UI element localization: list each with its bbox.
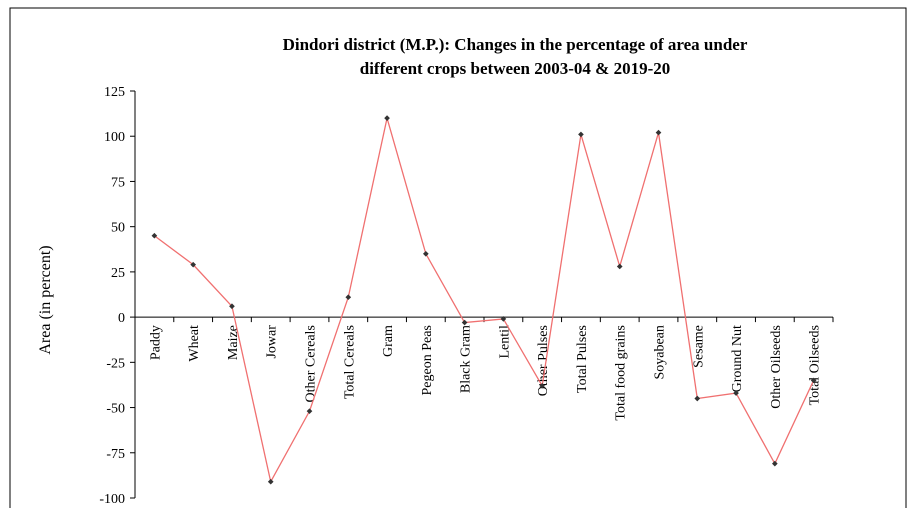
marker <box>229 303 235 310</box>
x-tick-label: Pegeon Peas <box>420 325 435 395</box>
marker <box>423 250 429 257</box>
y-tick-label: 0 <box>118 311 125 326</box>
x-tick-label: Other Oilseeds <box>769 325 784 409</box>
x-tick-label: Total food grains <box>614 325 629 420</box>
marker <box>190 261 196 268</box>
chart-title: Dindori district (M.P.): Changes in the … <box>283 35 748 54</box>
x-tick-label: Other Cereals <box>304 325 319 402</box>
frame <box>9 7 907 508</box>
y-tick-label: 75 <box>111 175 125 190</box>
x-tick-label: Lentil <box>497 325 512 359</box>
x-tick-label: Soyabean <box>653 325 668 379</box>
y-tick-label: -75 <box>106 447 125 462</box>
x-tick-label: Black Gram <box>459 325 474 393</box>
y-tick-label: 25 <box>111 266 125 281</box>
marker <box>616 263 623 270</box>
marker <box>655 129 662 136</box>
y-tick-label: 100 <box>104 130 125 145</box>
line <box>154 117 815 484</box>
marker <box>694 395 701 402</box>
marker <box>733 390 739 396</box>
x-tick-label: Total Oilseeds <box>808 325 823 405</box>
x-tick-label: Wheat <box>187 325 202 362</box>
marker <box>810 377 817 384</box>
marker <box>539 383 545 389</box>
x-tick-label: Paddy <box>148 325 163 360</box>
x-tick-label: Sesame <box>691 325 706 368</box>
chart-title: different crops between 2003-04 & 2019-2… <box>360 59 671 78</box>
marker <box>267 478 274 485</box>
y-tick-label: -25 <box>106 356 125 371</box>
marker <box>500 316 507 322</box>
x-tick-label: Maize <box>226 325 241 360</box>
x-tick-label: Other Pulses <box>536 325 551 396</box>
y-tick-label: -100 <box>99 492 125 507</box>
x-tick-label: Gram <box>381 325 396 357</box>
marker <box>151 232 158 239</box>
marker <box>345 294 352 301</box>
y-axis-label: Area (in percent) <box>37 245 54 354</box>
y-tick-label: 125 <box>104 85 125 100</box>
y-tick-label: -50 <box>106 402 125 417</box>
marker <box>384 115 390 121</box>
x-tick-label: Jowar <box>265 325 280 359</box>
marker <box>578 131 584 138</box>
x-tick-label: Total Cereals <box>342 325 357 399</box>
x-tick-label: Total Pulses <box>575 325 590 393</box>
y-tick-label: 50 <box>111 221 125 236</box>
x-tick-label: Ground Nut <box>730 325 745 392</box>
marker <box>461 319 468 326</box>
marker <box>306 408 313 415</box>
marker <box>772 460 778 467</box>
